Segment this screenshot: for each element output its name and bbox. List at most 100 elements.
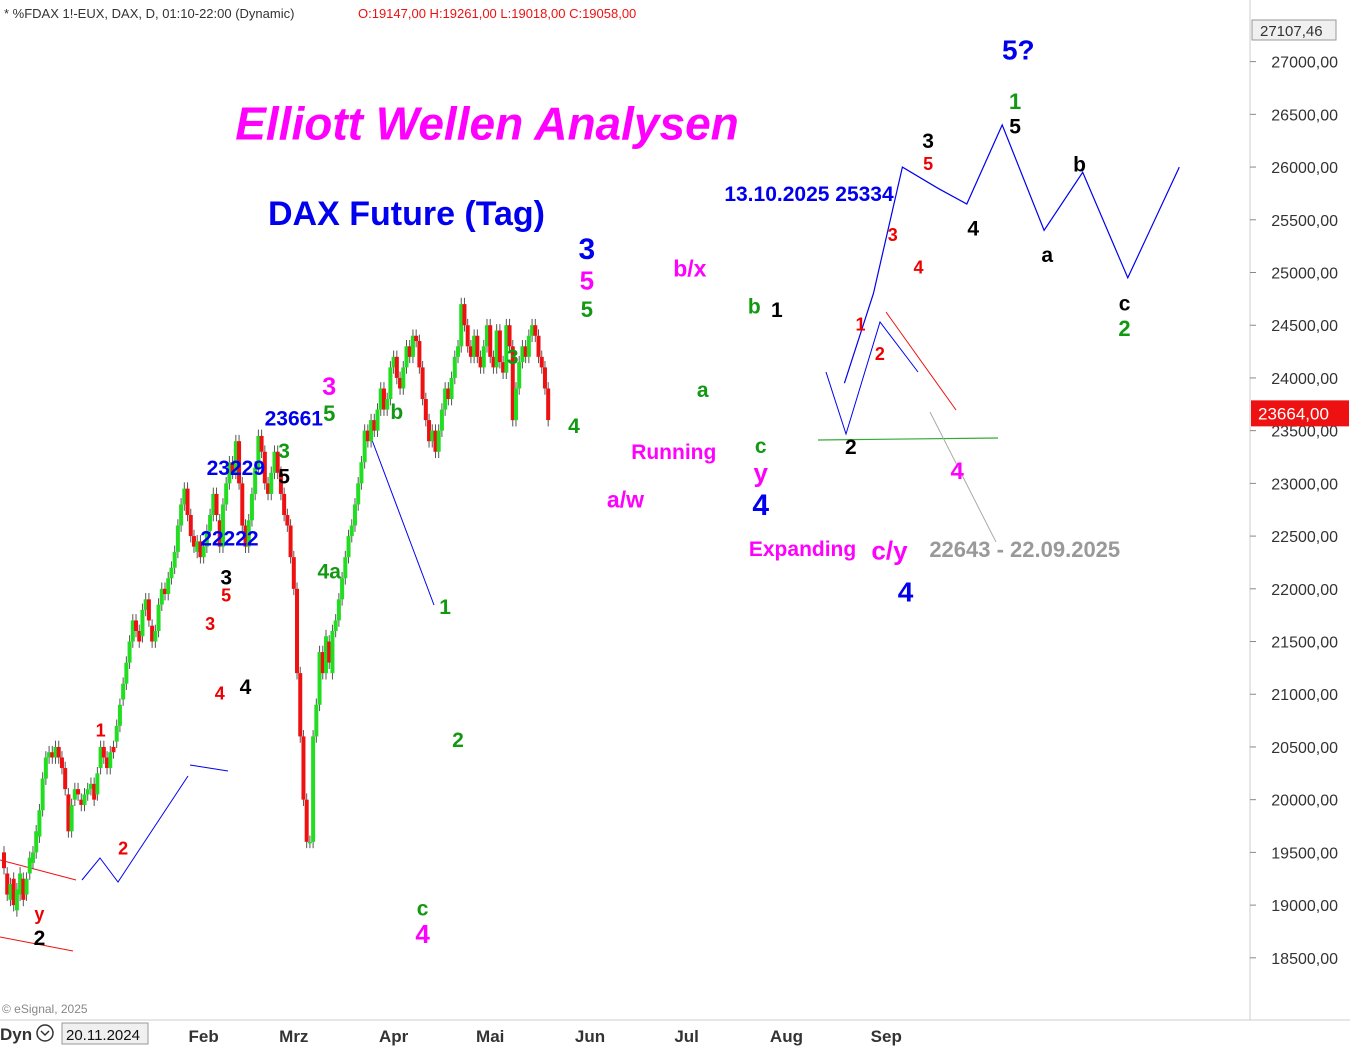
candle-body bbox=[456, 346, 461, 357]
candle-body bbox=[365, 430, 370, 442]
candle-body bbox=[11, 878, 16, 906]
candle bbox=[539, 350, 544, 374]
candle-body bbox=[269, 472, 274, 494]
candle bbox=[266, 477, 271, 501]
candle-body bbox=[520, 346, 525, 363]
candle bbox=[452, 350, 457, 385]
candle-body bbox=[14, 889, 19, 911]
candle-body bbox=[262, 451, 267, 484]
candle-body bbox=[53, 746, 58, 758]
candle-body bbox=[175, 525, 180, 552]
candle-body bbox=[92, 783, 97, 800]
wave-label: 2 bbox=[118, 839, 128, 859]
wave-label: Elliott Wellen Analysen bbox=[235, 98, 739, 150]
candle-body bbox=[179, 504, 184, 526]
candle bbox=[88, 777, 93, 796]
candle-body bbox=[340, 578, 345, 600]
candle bbox=[275, 445, 280, 480]
y-tick-label: 25500,00 bbox=[1271, 213, 1338, 230]
candle bbox=[381, 382, 386, 416]
candle bbox=[394, 350, 399, 385]
candle bbox=[30, 846, 35, 870]
candle bbox=[346, 529, 351, 564]
candle bbox=[530, 318, 535, 343]
candle bbox=[433, 424, 438, 459]
candle-body bbox=[288, 525, 293, 558]
candle bbox=[446, 382, 451, 406]
candle bbox=[285, 508, 290, 532]
candle-body bbox=[510, 346, 515, 421]
candle-body bbox=[30, 852, 35, 863]
candle bbox=[272, 445, 277, 480]
candle bbox=[201, 540, 206, 564]
candle-body bbox=[111, 746, 116, 753]
candle-body bbox=[513, 388, 518, 421]
candle bbox=[214, 487, 219, 522]
candle-body bbox=[150, 625, 155, 642]
candle bbox=[282, 487, 287, 522]
candle-body bbox=[159, 588, 164, 605]
header-ohlc: O:19147,00 H:19261,00 L:19018,00 C:19058… bbox=[358, 6, 636, 21]
wave-label: 3 bbox=[220, 567, 232, 590]
candle bbox=[542, 361, 547, 395]
wave-label: 5 bbox=[581, 297, 593, 322]
wave-label: 4 bbox=[898, 576, 914, 607]
candle-body bbox=[542, 367, 547, 389]
projection-layer bbox=[843, 123, 1180, 384]
candle bbox=[517, 355, 522, 395]
candle-body bbox=[43, 757, 48, 779]
wave-label: 4 bbox=[415, 919, 430, 949]
candle bbox=[85, 782, 90, 801]
candle-body bbox=[143, 599, 148, 610]
candle bbox=[401, 361, 406, 395]
candle bbox=[430, 424, 435, 448]
y-tick-label: 26000,00 bbox=[1271, 160, 1338, 177]
price-axis: 27000,00 26500,00 26000,00 25500,00 25000,00… bbox=[1250, 55, 1338, 968]
wave-label: 23229 bbox=[207, 457, 265, 480]
candle-body bbox=[446, 388, 451, 400]
nav-icon[interactable] bbox=[36, 1024, 54, 1042]
x-tick-label: Aug bbox=[770, 1027, 803, 1046]
candle bbox=[288, 519, 293, 564]
candle bbox=[459, 297, 464, 353]
candle bbox=[146, 593, 151, 627]
candle-body bbox=[481, 346, 486, 368]
candle-body bbox=[295, 588, 300, 674]
candle bbox=[105, 751, 110, 775]
wave-label: 5 bbox=[923, 154, 933, 174]
candle bbox=[121, 677, 126, 706]
candle bbox=[153, 624, 158, 648]
candle-body bbox=[352, 504, 357, 526]
wave-label: 4 bbox=[752, 489, 769, 522]
candle bbox=[143, 593, 148, 617]
candle-body bbox=[198, 541, 203, 558]
candle bbox=[417, 334, 422, 374]
candle bbox=[72, 782, 77, 806]
candle bbox=[227, 455, 232, 490]
candle bbox=[427, 413, 432, 448]
wave-label: 22222 bbox=[200, 528, 258, 551]
candle bbox=[378, 382, 383, 416]
candle bbox=[307, 835, 312, 849]
candle bbox=[314, 698, 319, 743]
candle-body bbox=[204, 530, 209, 547]
candle-body bbox=[5, 873, 10, 895]
wave-label: 1 bbox=[439, 596, 451, 619]
candle bbox=[53, 740, 58, 764]
candle-body bbox=[230, 462, 235, 473]
candle-body bbox=[114, 725, 119, 742]
candle-body bbox=[21, 878, 26, 900]
candle-body bbox=[191, 536, 196, 547]
candle bbox=[114, 719, 119, 749]
candle-body bbox=[2, 852, 6, 869]
candle-body bbox=[185, 488, 190, 515]
candle bbox=[311, 730, 316, 849]
candle bbox=[34, 824, 39, 859]
cursor-date-box: 20.11.2024 bbox=[61, 1022, 149, 1045]
candle-body bbox=[468, 346, 473, 357]
candle-body bbox=[472, 335, 477, 357]
candle-body bbox=[539, 356, 544, 368]
candle bbox=[21, 872, 26, 907]
candle-body bbox=[166, 578, 171, 595]
candle-body bbox=[163, 588, 167, 595]
